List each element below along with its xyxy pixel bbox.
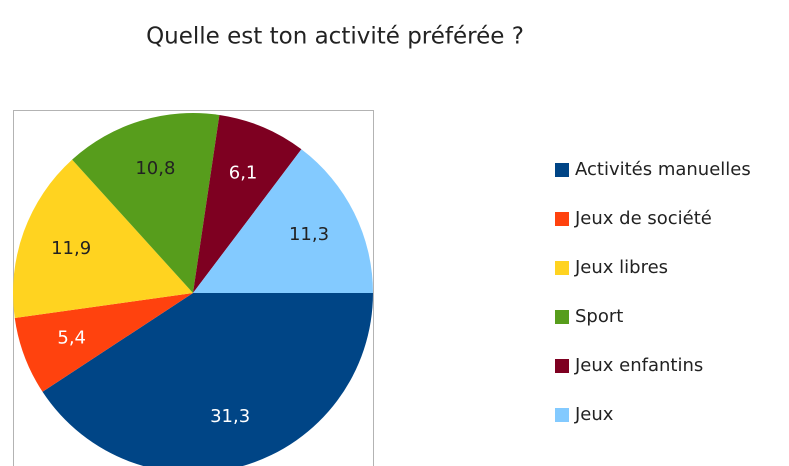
legend-label: Jeux [574, 404, 614, 425]
pie-slice [193, 149, 373, 293]
chart-title: Quelle est ton activité préférée ? [146, 24, 524, 50]
legend-swatch [555, 261, 569, 275]
legend-label: Jeux libres [574, 257, 668, 278]
legend-label: Sport [575, 306, 623, 327]
data-label: 5,4 [57, 328, 86, 349]
legend: Activités manuelles Jeux de société Jeux l… [555, 159, 751, 425]
legend-label: Jeux de société [574, 208, 712, 229]
legend-swatch [555, 408, 569, 422]
legend-swatch [555, 310, 569, 324]
pie-slice [42, 293, 373, 466]
pie-slice [72, 113, 220, 294]
legend-swatch [555, 212, 569, 226]
legend-label: Jeux enfantins [574, 355, 703, 376]
data-label: 6,1 [229, 162, 258, 183]
pie-slice [13, 159, 193, 318]
pie-slice [193, 114, 302, 293]
data-label: 11,3 [289, 224, 329, 245]
legend-swatch [555, 163, 569, 177]
pie: 31,3 5,4 11,9 10,8 6,1 11,3 [13, 113, 373, 466]
pie-slice [14, 293, 193, 392]
data-label: 31,3 [210, 406, 250, 427]
legend-swatch [555, 359, 569, 373]
data-label: 11,9 [51, 238, 91, 259]
legend-label: Activités manuelles [575, 159, 751, 180]
data-label: 10,8 [135, 158, 175, 179]
